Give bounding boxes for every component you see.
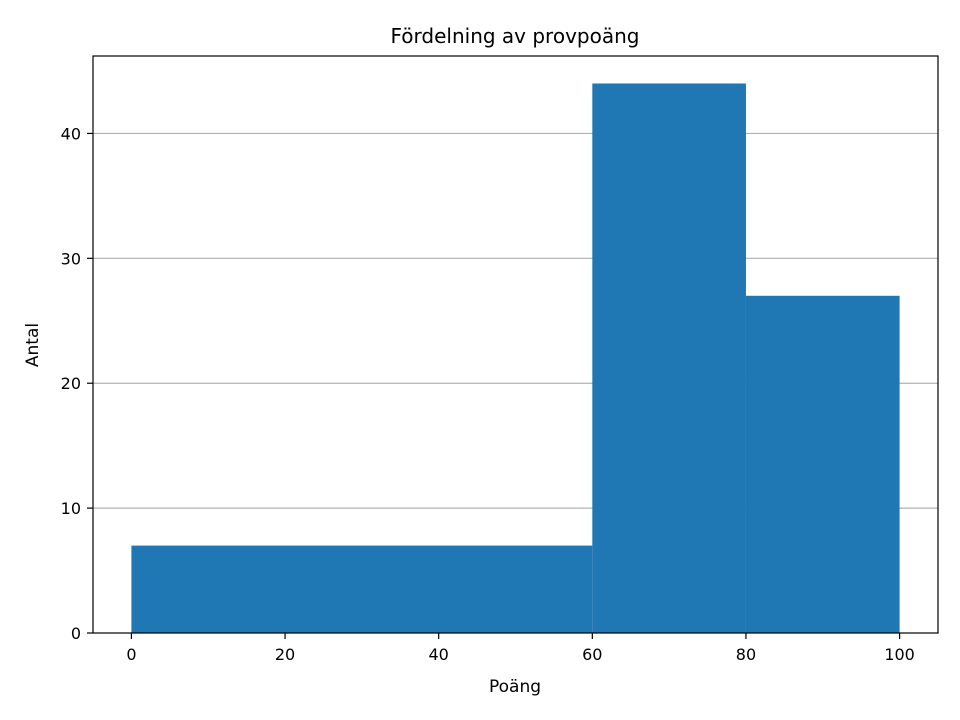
plot-frame bbox=[92, 55, 939, 634]
y-tick-label: 10 bbox=[61, 499, 81, 518]
y-tick-label: 20 bbox=[61, 374, 81, 393]
y-tick-label: 30 bbox=[61, 249, 81, 268]
x-axis-ticks: 0 20 40 60 80 100 bbox=[126, 633, 915, 664]
x-tick-label: 80 bbox=[736, 645, 756, 664]
x-tick-label: 20 bbox=[275, 645, 295, 664]
y-tick-label: 40 bbox=[61, 124, 81, 143]
chart-title: Fördelning av provpoäng bbox=[391, 24, 640, 48]
histogram-bar-2 bbox=[592, 83, 746, 633]
x-tick-label: 100 bbox=[884, 645, 915, 664]
y-axis-label: Antal bbox=[23, 323, 43, 367]
x-tick-label: 60 bbox=[582, 645, 602, 664]
x-tick-label: 40 bbox=[429, 645, 449, 664]
histogram-bar-1 bbox=[131, 545, 593, 633]
x-axis-label: Poäng bbox=[489, 677, 541, 697]
x-tick-label: 0 bbox=[126, 645, 136, 664]
y-tick-label: 0 bbox=[71, 624, 81, 643]
histogram-bar-3 bbox=[745, 295, 900, 633]
y-axis-ticks: 0 10 20 30 40 bbox=[61, 124, 93, 643]
histogram-bars bbox=[131, 83, 900, 633]
